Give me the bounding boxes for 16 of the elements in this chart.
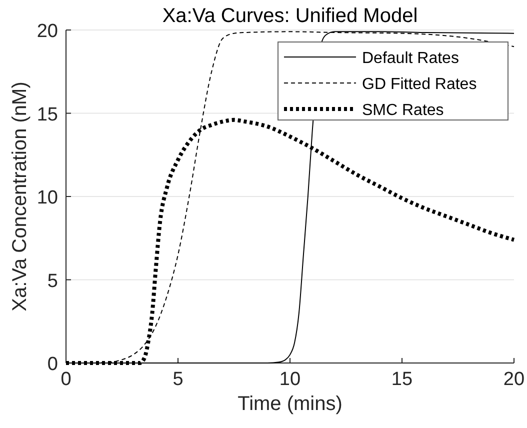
y-tick-label: 15 [36, 104, 58, 126]
y-tick-label: 5 [47, 270, 58, 292]
legend-label: SMC Rates [362, 102, 444, 119]
y-tick-label: 10 [36, 188, 58, 208]
x-tick-label: 15 [391, 369, 413, 390]
chart-title: Xa:Va Curves: Unified Model [162, 5, 418, 27]
y-tick-label: 0 [47, 354, 58, 375]
y-tick-label: 20 [36, 21, 58, 42]
x-axis-title: Time (mins) [238, 393, 342, 415]
x-tick-label: 5 [172, 369, 184, 390]
legend-label: Default Rates [362, 50, 459, 67]
legend-label: GD Fitted Rates [362, 76, 477, 93]
x-tick-label: 0 [60, 369, 72, 390]
x-tick-label: 10 [279, 369, 301, 390]
x-tick-label: 20 [503, 369, 525, 390]
y-axis-title: Xa:Va Concentration (nM) [9, 82, 31, 312]
